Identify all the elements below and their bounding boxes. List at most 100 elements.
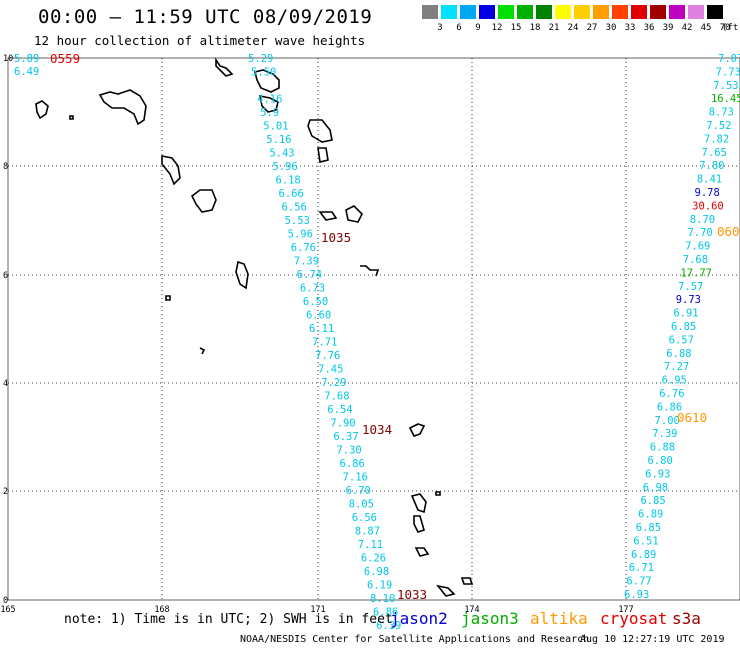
legend-label: 39 xyxy=(662,23,674,33)
wave-height-value: 7.45 xyxy=(318,364,343,376)
wave-height-labels: 5.896.495.295.504.165.95.015.165.435.966… xyxy=(14,51,740,632)
wave-height-value: 6.50 xyxy=(303,296,328,308)
wave-height-value: 8.73 xyxy=(709,107,734,119)
wave-height-value: 5.29 xyxy=(248,53,273,65)
wave-height-value: 6.11 xyxy=(309,323,334,335)
wave-height-value: 6.73 xyxy=(300,283,325,295)
legend-label: 3 xyxy=(437,23,443,33)
island xyxy=(436,584,456,597)
y-tick-label: 8 xyxy=(3,162,8,172)
island xyxy=(161,155,181,186)
wave-height-value: 6.93 xyxy=(645,468,670,480)
wave-height-value: 7.69 xyxy=(685,241,710,253)
wave-height-value: 6.98 xyxy=(364,566,389,578)
wave-height-value: 6.76 xyxy=(291,242,316,254)
legend-label: 18 xyxy=(529,23,541,33)
wave-height-value: 9.73 xyxy=(676,294,701,306)
pass-time: 1034 xyxy=(362,422,392,437)
wave-height-value: 6.80 xyxy=(648,455,673,467)
legend-swatch xyxy=(574,5,590,19)
island xyxy=(317,147,329,163)
legend-swatch xyxy=(631,5,647,19)
wave-height-value: 7.29 xyxy=(321,377,346,389)
wave-height-value: 8.10 xyxy=(370,593,395,605)
wave-height-value: 8.05 xyxy=(349,499,374,511)
wave-height-value: 6.88 xyxy=(666,348,691,360)
island xyxy=(165,295,171,301)
legend-swatch xyxy=(593,5,609,19)
legend-label: 24 xyxy=(567,23,579,33)
wave-height-value: 6.89 xyxy=(631,549,656,561)
wave-height-value: 6.95 xyxy=(662,375,687,387)
wave-height-value: 5.01 xyxy=(263,121,288,133)
island xyxy=(199,347,206,355)
island xyxy=(460,577,474,585)
x-tick-label: 165 xyxy=(0,605,15,615)
wave-height-value: 6.86 xyxy=(373,607,398,619)
legend-label: 9 xyxy=(475,23,481,33)
wave-height-value: 5.96 xyxy=(272,161,297,173)
island xyxy=(35,100,49,120)
wave-height-value: 6.54 xyxy=(327,404,352,416)
wave-height-value: 4.16 xyxy=(257,94,282,106)
island xyxy=(413,515,425,533)
island xyxy=(435,491,441,496)
legend-unit: (ft) xyxy=(722,23,740,33)
legend-label: 12 xyxy=(491,23,503,33)
legend-swatch xyxy=(479,5,495,19)
footer-note: note: 1) Time is in UTC; 2) SWH is in fe… xyxy=(64,612,393,627)
wave-height-value: 6.76 xyxy=(659,388,684,400)
wave-height-value: 6.85 xyxy=(640,495,665,507)
legend-label: 42 xyxy=(681,23,693,33)
wave-height-value: 8.41 xyxy=(697,174,722,186)
island xyxy=(258,94,279,113)
pass-time: 1033 xyxy=(397,587,427,602)
island xyxy=(98,89,147,126)
x-tick-label: 171 xyxy=(310,605,325,615)
wave-height-value: 6.85 xyxy=(671,321,696,333)
satellite-name: cryosat xyxy=(600,609,668,628)
wave-height-value: 6.71 xyxy=(629,562,654,574)
wave-height-value: 6.74 xyxy=(297,269,322,281)
legend-swatch xyxy=(669,5,685,19)
legend-swatch xyxy=(612,5,628,19)
island xyxy=(307,119,333,143)
wave-height-value: 7.82 xyxy=(704,133,729,145)
wave-height-value: 7.16 xyxy=(343,472,368,484)
wave-height-value: 17.77 xyxy=(680,267,712,279)
legend-label: 21 xyxy=(548,23,560,33)
wave-height-value: 6.51 xyxy=(633,535,658,547)
legend-swatch xyxy=(441,5,457,19)
wave-height-value: 7.27 xyxy=(664,361,689,373)
legend-label: 45 xyxy=(700,23,712,33)
wave-height-value: 6.85 xyxy=(636,522,661,534)
legend-swatch xyxy=(707,5,723,19)
wave-height-value: 6.26 xyxy=(361,553,386,565)
wave-height-value: 7.90 xyxy=(330,418,355,430)
legend-label: 70 xyxy=(719,23,731,33)
wave-height-value: 7.39 xyxy=(294,256,319,268)
pass-time: 0559 xyxy=(50,51,80,66)
island xyxy=(190,189,217,213)
island xyxy=(414,547,430,557)
legend-swatch xyxy=(498,5,514,19)
wave-height-value: 6.93 xyxy=(624,589,649,601)
wave-height-value: 30.60 xyxy=(692,200,724,212)
wave-height-value: 6.86 xyxy=(340,458,365,470)
legend-swatch xyxy=(517,5,533,19)
legend-swatch xyxy=(422,5,438,19)
legend-label: 15 xyxy=(510,23,522,33)
y-tick-label: 4 xyxy=(3,379,8,389)
x-tick-label: 177 xyxy=(618,605,633,615)
wave-height-value: 8.70 xyxy=(690,214,715,226)
y-tick-label: 10 xyxy=(3,54,13,64)
satellite-name: s3a xyxy=(672,609,701,628)
wave-height-value: 6.66 xyxy=(279,188,304,200)
wave-height-value: 6.56 xyxy=(352,512,377,524)
x-tick-label: 174 xyxy=(464,605,479,615)
wave-height-value: 5.9 xyxy=(260,107,279,119)
wave-height-value: 6.60 xyxy=(306,310,331,322)
wave-height-value: 6.98 xyxy=(643,482,668,494)
wave-height-value: 5.50 xyxy=(251,67,276,79)
wave-height-value: 7.80 xyxy=(699,160,724,172)
